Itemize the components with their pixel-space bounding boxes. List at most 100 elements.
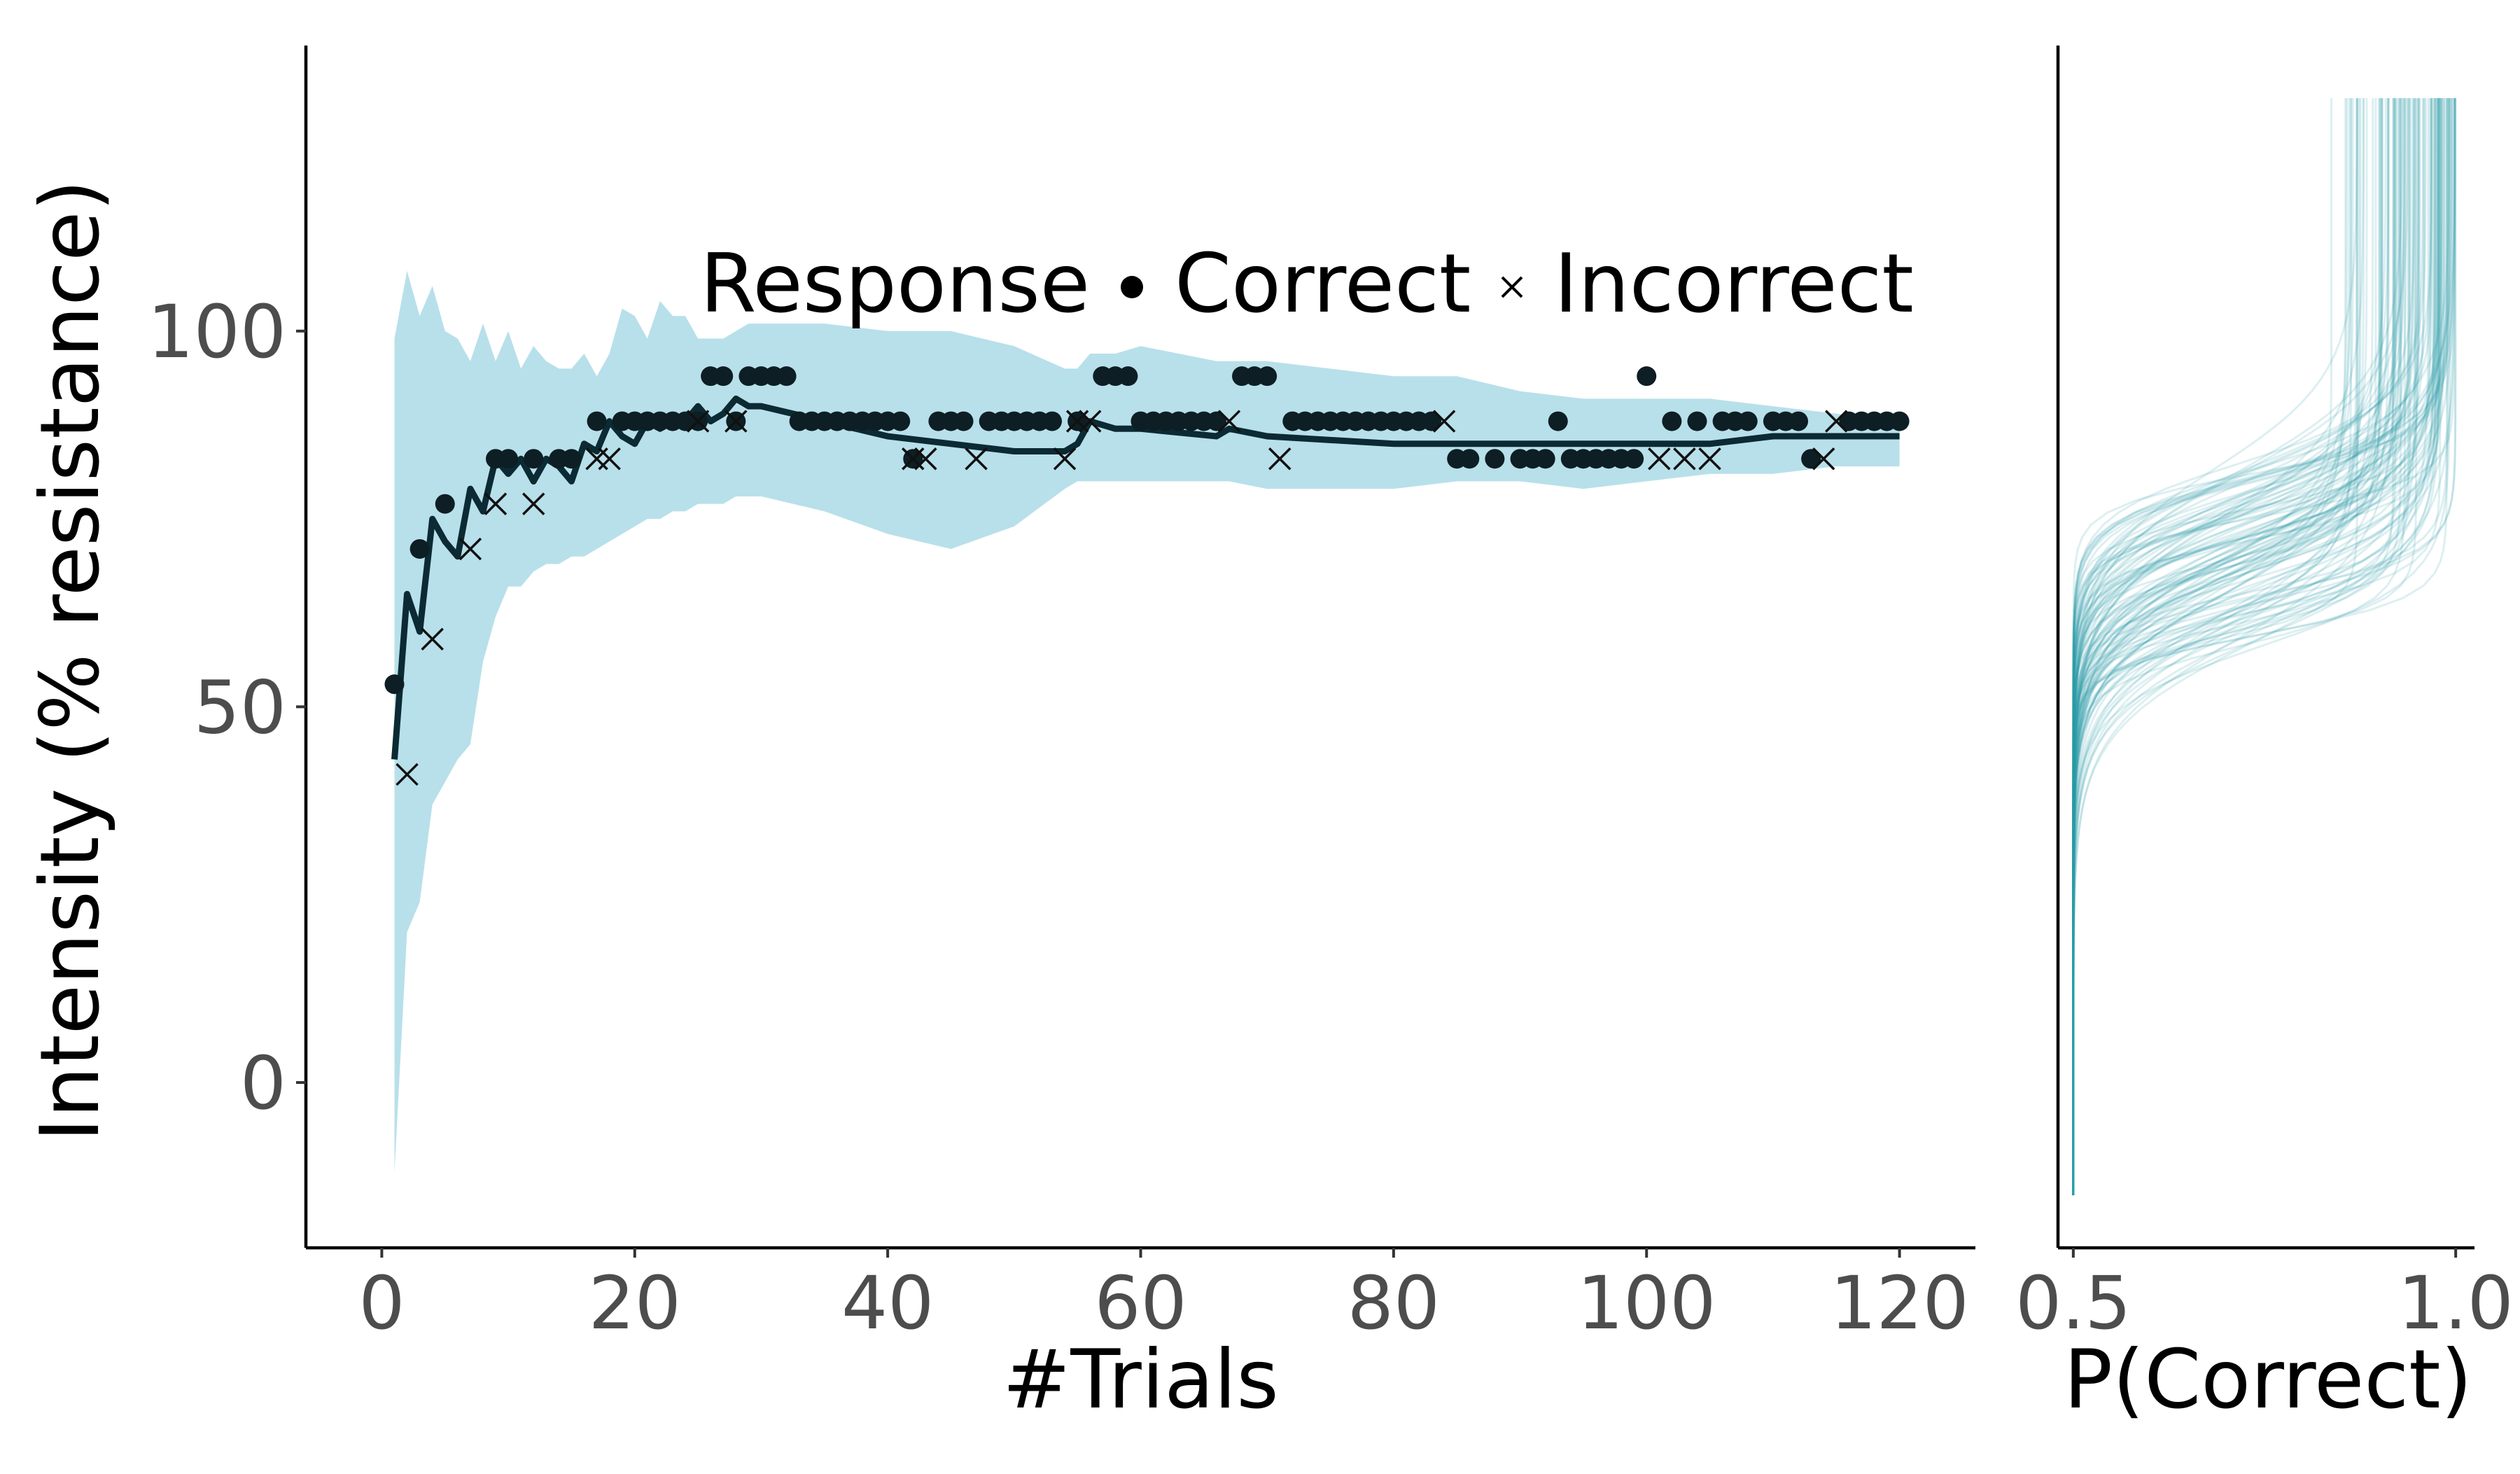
incorrect-response-point [686, 410, 710, 433]
correct-response-point [498, 449, 519, 469]
posterior-curve [2072, 98, 2440, 1195]
posterior-curve [2072, 98, 2389, 1195]
posterior-curve [2072, 98, 2362, 1195]
incorrect-response-point [1673, 447, 1696, 471]
posterior-curve [2072, 98, 2451, 1195]
correct-response-point [890, 411, 911, 431]
posterior-curve [2072, 98, 2442, 1195]
posterior-curve [2072, 98, 2453, 1195]
posterior-curve [2072, 98, 2440, 1195]
posterior-curve [2072, 98, 2417, 1195]
posterior-curve [2072, 98, 2384, 1195]
posterior-curve [2072, 98, 2425, 1195]
posterior-curve [2072, 98, 2443, 1195]
main-panel: 0 20 40 60 80 100 120 0 50 100 #Trials Intensity … [23, 46, 1975, 1427]
x-tick-label: 20 [589, 1260, 681, 1346]
x-tick-label: 40 [841, 1260, 934, 1346]
correct-response-point [1737, 411, 1758, 431]
correct-response-point [1535, 449, 1555, 469]
posterior-curve [2072, 98, 2436, 1195]
correct-response-point [1460, 449, 1480, 469]
correct-response-point [953, 411, 974, 431]
posterior-curve [2072, 98, 2451, 1195]
posterior-curve [2072, 98, 2439, 1195]
incorrect-response-point [1698, 447, 1721, 471]
posterior-curve [2072, 98, 2437, 1195]
posterior-curve [2072, 98, 2377, 1195]
posterior-curve [2072, 98, 2443, 1195]
cross-stroke [1698, 447, 1721, 471]
credible-band-layer [394, 270, 1900, 1173]
posterior-curve [2072, 98, 2456, 1195]
side-x-axis-title: P(Correct) [2064, 1333, 2472, 1427]
cross-stroke [598, 447, 621, 471]
posterior-curve [2072, 98, 2347, 1195]
cross-stroke [914, 447, 937, 471]
posterior-curve [2072, 98, 2420, 1195]
cross-stroke [1501, 276, 1523, 298]
correct-response-point [1118, 366, 1138, 387]
incorrect-response-point [522, 492, 545, 515]
posterior-curve [2072, 98, 2402, 1195]
correct-response-point [713, 366, 734, 387]
correct-response-point [1042, 411, 1063, 431]
main-axes: 0 20 40 60 80 100 120 0 50 100 [147, 46, 1975, 1346]
cross-stroke [522, 492, 545, 515]
incorrect-response-point [1825, 410, 1848, 433]
posterior-curve [2072, 98, 2358, 1195]
posterior-curve [2072, 98, 2353, 1195]
posterior-curve [2072, 98, 2432, 1195]
posterior-curve [2072, 98, 2409, 1195]
posterior-curve [2072, 98, 2436, 1195]
y-axis-title: Intensity (% resistance) [23, 179, 118, 1141]
incorrect-response-point [965, 447, 988, 471]
posterior-curve [2072, 98, 2441, 1195]
posterior-curve [2072, 98, 2456, 1195]
posterior-curve [2072, 98, 2450, 1195]
incorrect-response-point [914, 447, 937, 471]
posterior-curve [2072, 98, 2400, 1195]
x-tick-label: 60 [1094, 1260, 1186, 1346]
correct-response-point [776, 366, 797, 387]
posterior-curve [2072, 98, 2354, 1195]
correct-response-point [1637, 366, 1657, 387]
posterior-curve [2072, 98, 2440, 1195]
incorrect-response-point [421, 627, 444, 651]
cross-stroke [724, 410, 748, 433]
posterior-curve [2072, 98, 2430, 1195]
posterior-curve [2072, 98, 2450, 1195]
posterior-curve [2072, 98, 2365, 1195]
cross-stroke [1432, 410, 1456, 433]
posterior-curve [2072, 98, 2421, 1195]
posterior-curve [2072, 98, 2444, 1195]
posterior-curve [2072, 98, 2384, 1195]
posterior-curve [2072, 98, 2407, 1195]
posterior-curve [2072, 98, 2395, 1195]
posterior-curve [2072, 98, 2359, 1195]
cross-stroke [458, 537, 482, 561]
posterior-curve [2072, 98, 2434, 1195]
side-axes: 0.5 1.0 [2015, 46, 2514, 1346]
incorrect-response-point [1053, 447, 1077, 471]
posterior-curve [2072, 98, 2439, 1195]
incorrect-response-point [1432, 410, 1456, 433]
x-tick-label: 0 [358, 1260, 405, 1346]
correct-response-point [1662, 411, 1682, 431]
posterior-curve [2072, 98, 2436, 1195]
credible-band [394, 270, 1900, 1173]
posterior-curve [2072, 98, 2383, 1195]
cross-stroke [1268, 447, 1292, 471]
posterior-curve [2072, 98, 2368, 1195]
y-tick-label: 50 [194, 665, 286, 750]
incorrect-response-point [458, 537, 482, 561]
posterior-curve [2072, 98, 2456, 1195]
x-tick-label: 100 [1577, 1260, 1716, 1346]
posterior-curve [2072, 98, 2402, 1195]
correct-response-point [435, 494, 455, 514]
posterior-curve [2072, 98, 2390, 1195]
side-x-tick-label: 1.0 [2398, 1260, 2513, 1346]
incorrect-response-point [396, 763, 419, 786]
posterior-curve [2072, 98, 2401, 1195]
posterior-curve [2072, 98, 2390, 1195]
